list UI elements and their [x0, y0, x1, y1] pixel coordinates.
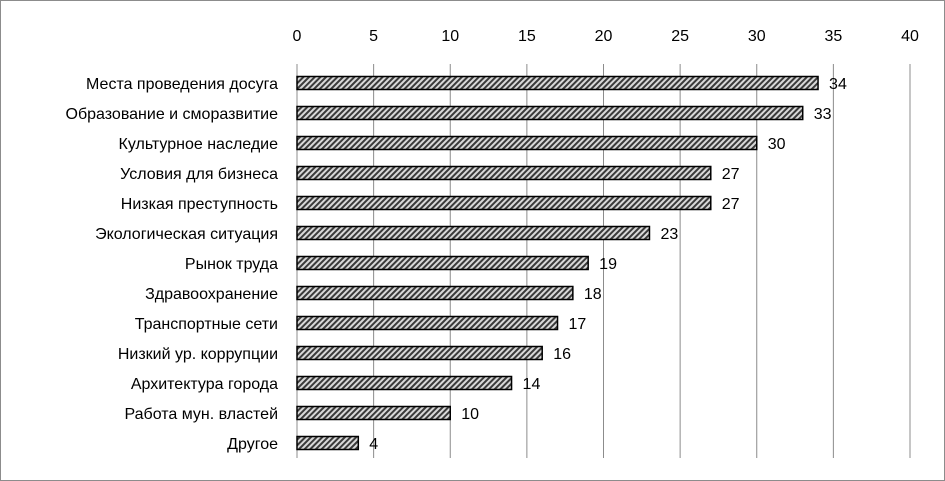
- data-label: 30: [768, 136, 786, 153]
- category-label: Транспортные сети: [135, 316, 278, 333]
- bar: [296, 375, 513, 391]
- category-label: Рынок труда: [185, 256, 278, 273]
- bar: [296, 255, 589, 271]
- category-label: Другое: [227, 436, 278, 453]
- data-label: 17: [569, 316, 587, 333]
- category-label: Культурное наследие: [119, 136, 279, 153]
- x-tick-label: 5: [369, 28, 378, 45]
- data-label: 18: [584, 286, 602, 303]
- category-label: Места проведения досуга: [86, 76, 278, 93]
- bar: [296, 435, 360, 451]
- x-tick-label: 10: [441, 28, 459, 45]
- x-tick-label: 20: [595, 28, 613, 45]
- x-tick-label: 40: [901, 28, 919, 45]
- data-label: 19: [599, 256, 617, 273]
- data-label: 33: [814, 106, 832, 123]
- data-label: 14: [523, 376, 541, 393]
- data-label: 27: [722, 166, 740, 183]
- x-tick-label: 15: [518, 28, 536, 45]
- bar: [296, 75, 819, 91]
- category-label: Условия для бизнеса: [120, 166, 278, 183]
- bars: [296, 75, 819, 451]
- category-label: Экологическая ситуация: [95, 226, 278, 243]
- bar: [296, 165, 712, 181]
- category-label: Образование и сморазвитие: [66, 106, 279, 123]
- data-label: 16: [553, 346, 571, 363]
- data-labels: 34 33 30 27 27 23 19 18 17 16 14 10 4: [369, 76, 847, 453]
- category-label: Низкая преступность: [121, 196, 278, 213]
- data-label: 10: [461, 406, 479, 423]
- bar: [296, 195, 712, 211]
- bar: [296, 105, 804, 121]
- bar: [296, 405, 451, 421]
- category-label: Здравоохранение: [145, 286, 278, 303]
- category-label: Архитектура города: [131, 376, 278, 393]
- data-label: 27: [722, 196, 740, 213]
- data-label: 4: [369, 436, 378, 453]
- bar: [296, 345, 543, 361]
- category-label: Низкий ур. коррупции: [118, 346, 278, 363]
- x-tick-label: 0: [293, 28, 302, 45]
- x-axis-tick-labels: 0 5 10 15 20 25 30 35 40: [293, 28, 919, 45]
- data-label: 34: [829, 76, 847, 93]
- bar: [296, 135, 758, 151]
- bar: [296, 315, 559, 331]
- bar: [296, 285, 574, 301]
- y-axis-category-labels: Места проведения досуга Образование и смо…: [66, 76, 279, 453]
- x-tick-label: 35: [824, 28, 842, 45]
- x-tick-label: 30: [748, 28, 766, 45]
- x-tick-label: 25: [671, 28, 689, 45]
- category-label: Работа мун. властей: [125, 406, 279, 423]
- bar: [296, 225, 651, 241]
- data-label: 23: [660, 226, 678, 243]
